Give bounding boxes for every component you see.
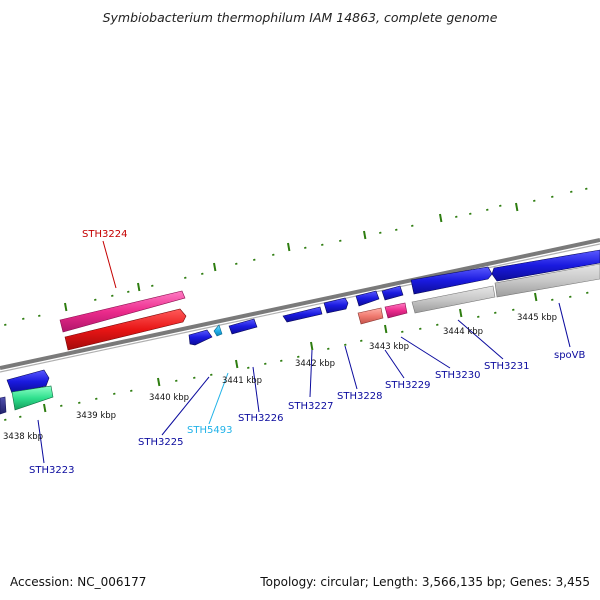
gene-label-sth3229[interactable]: STH3229 [385,380,430,391]
gene-label-sth3225[interactable]: STH3225 [138,437,183,448]
gene-label-sth3231[interactable]: STH3231 [484,361,529,372]
gene-label-sth3226[interactable]: STH3226 [238,413,283,424]
scale-labels: 3438 kbp 3439 kbp 3440 kbp 3441 kbp 3442… [3,313,557,442]
gene-sth3228[interactable] [323,297,349,314]
gene-sth3225[interactable] [188,329,213,346]
gene-pseudo-gray[interactable] [411,285,496,314]
genome-backbone [0,238,600,373]
scale-label: 3443 kbp [369,342,409,352]
gene-sth3224-red[interactable] [64,308,187,351]
gene-label-sth3230[interactable]: STH3230 [435,370,480,381]
gene-sth3227[interactable] [282,306,323,323]
gene-sth3230-upper[interactable] [381,285,404,301]
scale-label: 3445 kbp [517,313,557,323]
genome-summary-label: Topology: circular; Length: 3,566,135 bp… [260,575,590,589]
scale-label: 3441 kbp [222,376,262,386]
outer-tick-row [3,187,588,326]
scale-label: 3440 kbp [149,393,189,403]
gene-left-edge[interactable] [0,396,7,415]
gene-label-sth3224[interactable]: STH3224 [82,229,127,240]
gene-label-spovb[interactable]: spoVB [554,350,586,361]
scale-label: 3444 kbp [443,327,483,337]
gene-sth3229-pink[interactable] [384,302,408,319]
scale-label: 3439 kbp [76,411,116,421]
gene-sth3231[interactable] [410,266,493,295]
label-leader-lines [37,240,571,464]
inner-tick-row [3,291,589,421]
gene-pseudo-gray-2[interactable] [494,263,600,298]
gene-sth3223-green[interactable] [11,385,54,411]
gene-sth3224-pink[interactable] [59,290,186,333]
scale-label: 3438 kbp [3,432,43,442]
map-title: Symbiobacterium thermophilum IAM 14863, … [102,10,498,25]
gene-sth3228-salmon[interactable] [357,307,384,325]
gene-sth3223-upper[interactable] [6,369,50,394]
gene-spovb-upper[interactable] [491,249,600,282]
gene-features [0,249,600,415]
accession-label: Accession: NC_006177 [10,575,147,589]
gene-label-sth3228[interactable]: STH3228 [337,391,382,402]
gene-sth3229-upper[interactable] [355,290,380,307]
gene-label-sth3227[interactable]: STH3227 [288,401,333,412]
gene-sth5493[interactable] [213,324,223,337]
gene-label-sth5493[interactable]: STH5493 [187,425,232,436]
scale-label: 3442 kbp [295,359,335,369]
gene-labels: STH3224 STH3223 STH3225 STH5493 STH3226 … [29,229,586,476]
gene-sth3226[interactable] [228,318,258,335]
gene-label-sth3223[interactable]: STH3223 [29,465,74,476]
